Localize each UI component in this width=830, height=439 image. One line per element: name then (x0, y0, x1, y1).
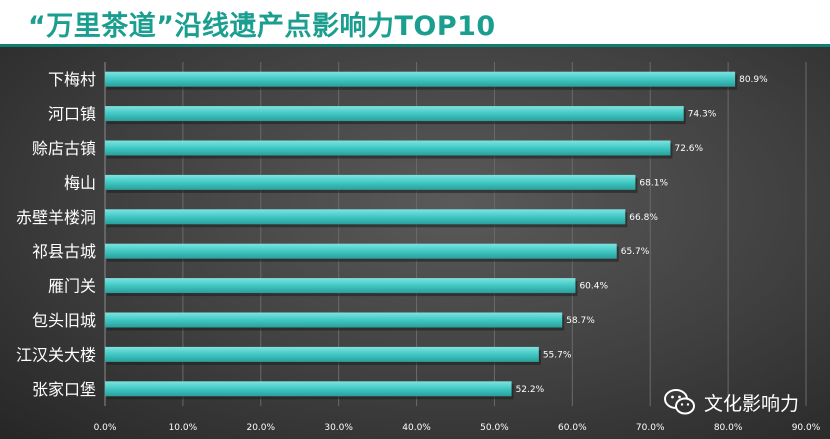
data-label: 72.6% (674, 144, 703, 154)
data-label: 66.8% (629, 213, 658, 223)
y-category-label: 江汉关大楼 (16, 345, 96, 364)
bar (105, 140, 671, 156)
data-label: 74.3% (688, 110, 717, 120)
y-category-label: 下梅村 (48, 70, 96, 89)
y-category-label: 梅山 (64, 173, 96, 192)
y-category-label: 河口镇 (48, 105, 96, 124)
x-tick-label: 60.0% (558, 423, 587, 433)
y-category-label: 雁门关 (48, 277, 96, 296)
data-label: 65.7% (621, 247, 650, 257)
bar (105, 312, 563, 328)
data-label: 60.4% (579, 282, 608, 292)
x-tick-label: 90.0% (792, 423, 821, 433)
bar (105, 243, 617, 259)
data-label: 68.1% (639, 178, 668, 188)
y-category-label: 赤壁羊楼洞 (16, 208, 96, 227)
bar (105, 174, 636, 190)
bar (105, 209, 626, 225)
watermark: 文化影响力 (664, 386, 799, 418)
x-tick-label: 70.0% (636, 423, 665, 433)
x-tick-label: 40.0% (402, 423, 431, 433)
bar (105, 381, 512, 397)
data-label: 80.9% (739, 75, 768, 85)
x-tick-label: 80.0% (714, 423, 743, 433)
bar (105, 346, 539, 362)
header: “万里茶道”沿线遗产点影响力TOP10 (0, 0, 830, 47)
x-tick-label: 30.0% (324, 423, 353, 433)
watermark-text: 文化影响力 (704, 392, 800, 415)
y-category-label: 包头旧城 (32, 311, 96, 330)
data-label: 58.7% (566, 316, 595, 326)
data-label: 52.2% (516, 385, 545, 395)
x-tick-label: 10.0% (169, 423, 198, 433)
y-category-label: 祁县古城 (32, 242, 96, 261)
x-tick-label: 50.0% (480, 423, 509, 433)
bar (105, 71, 736, 87)
x-tick-label: 20.0% (246, 423, 275, 433)
x-tick-label: 0.0% (94, 423, 117, 433)
y-category-label: 张家口堡 (32, 380, 96, 399)
chart-title: “万里茶道”沿线遗产点影响力TOP10 (28, 11, 496, 42)
bar (105, 106, 684, 122)
y-category-label: 赊店古镇 (32, 139, 96, 158)
header-divider (0, 44, 830, 47)
data-label: 55.7% (543, 350, 572, 360)
wechat-icon (664, 388, 696, 416)
bar (105, 278, 576, 294)
